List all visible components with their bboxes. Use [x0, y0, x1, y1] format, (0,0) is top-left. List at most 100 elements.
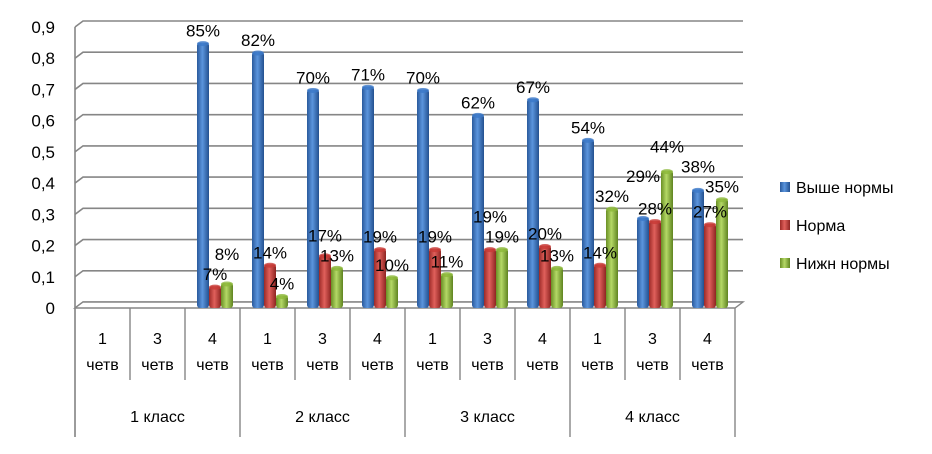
data-label: 32%: [595, 187, 629, 206]
y-tick-label: 0,8: [31, 49, 55, 68]
legend: Выше нормы Норма Нижн нормы: [780, 180, 893, 273]
bar-top: [594, 262, 606, 268]
legend-swatch: [780, 182, 790, 192]
group-label: 1 класс: [130, 409, 185, 426]
data-label: 70%: [406, 68, 440, 87]
bar: [539, 245, 551, 308]
group-label: 4 класс: [625, 409, 680, 426]
bar-top: [692, 187, 704, 193]
category-label: 4: [373, 331, 382, 348]
data-label: 17%: [308, 226, 342, 245]
category-label: 4: [703, 331, 712, 348]
bar-top: [276, 294, 288, 300]
data-label: 13%: [540, 246, 574, 265]
bar-top: [197, 41, 209, 47]
bar: [484, 248, 496, 308]
category-label: 3: [648, 331, 657, 348]
group-label: 3 класс: [460, 409, 515, 426]
y-tick-label: 0,2: [31, 237, 55, 256]
data-label: 13%: [320, 246, 354, 265]
bar-top: [716, 197, 728, 203]
bar-top: [441, 272, 453, 278]
gridline: [74, 269, 743, 278]
data-label: 62%: [461, 93, 495, 112]
y-tick-label: 0,9: [31, 18, 55, 37]
bar: [429, 248, 441, 308]
data-label: 14%: [583, 243, 617, 262]
bar-top: [331, 265, 343, 271]
bar: [319, 254, 331, 308]
data-label: 27%: [693, 203, 727, 222]
category-label: четв: [196, 357, 229, 374]
group-label: 2 класс: [295, 409, 350, 426]
bar: [661, 170, 673, 308]
y-tick-label: 0,7: [31, 80, 55, 99]
category-label: 3: [483, 331, 492, 348]
bar-top: [582, 137, 594, 143]
y-tick-label: 0,4: [31, 174, 55, 193]
category-label: четв: [636, 357, 669, 374]
bar-top: [484, 247, 496, 253]
bar-top: [429, 247, 441, 253]
data-label: 19%: [473, 208, 507, 227]
bar: [472, 114, 484, 308]
data-label: 28%: [638, 200, 672, 219]
bar: [551, 267, 563, 308]
bar: [594, 264, 606, 308]
bar-top: [319, 253, 331, 259]
data-label: 38%: [681, 158, 715, 177]
bar: [374, 248, 386, 308]
bar-top: [209, 284, 221, 290]
bar-top: [417, 87, 429, 93]
data-label: 14%: [253, 243, 287, 262]
data-label: 35%: [705, 178, 739, 197]
data-label: 70%: [296, 68, 330, 87]
category-label: 1: [593, 331, 602, 348]
legend-label: Нижн нормы: [796, 256, 890, 273]
y-tick-label: 0,3: [31, 205, 55, 224]
bar-top: [527, 97, 539, 103]
bar-top: [704, 222, 716, 228]
data-label: 4%: [270, 275, 295, 294]
data-label: 19%: [363, 228, 397, 247]
data-label: 20%: [528, 225, 562, 244]
bar: [221, 283, 233, 308]
bar: [441, 273, 453, 308]
data-label: 19%: [418, 228, 452, 247]
category-label: четв: [306, 357, 339, 374]
bar: [496, 248, 508, 308]
bar: [209, 286, 221, 308]
bar: [197, 42, 209, 308]
gridline: [74, 145, 743, 153]
data-label: 7%: [203, 265, 228, 284]
category-label: четв: [691, 357, 724, 374]
bar: [716, 198, 728, 308]
x-axis: 1 четв 3 четв 4 четв 1 четв 3 четв 4 четв 1 четв 3 четв…: [74, 308, 736, 437]
bar-top: [374, 247, 386, 253]
bar-top: [386, 275, 398, 281]
legend-label: Норма: [796, 218, 845, 235]
data-label: 10%: [375, 256, 409, 275]
category-label: 1: [428, 331, 437, 348]
bar-top: [362, 84, 374, 90]
y-axis: 0 0,1 0,2 0,3 0,4 0,5 0,6 0,7 0,8 0,9: [31, 18, 55, 318]
bar: [417, 89, 429, 308]
bar: [362, 86, 374, 308]
bar-top: [264, 262, 276, 268]
y-tick-label: 0,5: [31, 143, 55, 162]
data-label: 82%: [241, 31, 275, 50]
category-label: четв: [471, 357, 504, 374]
data-label: 54%: [571, 118, 605, 137]
category-label: четв: [581, 357, 614, 374]
bar-top: [307, 87, 319, 93]
legend-label: Выше нормы: [796, 180, 893, 197]
category-label: 1: [263, 331, 272, 348]
gridline: [74, 176, 743, 184]
gridline: [74, 20, 743, 28]
y-tick-label: 0: [46, 299, 55, 318]
gridline: [74, 82, 743, 91]
gridline: [74, 51, 743, 59]
bar: [264, 264, 276, 308]
y-tick-label: 0,6: [31, 112, 55, 131]
